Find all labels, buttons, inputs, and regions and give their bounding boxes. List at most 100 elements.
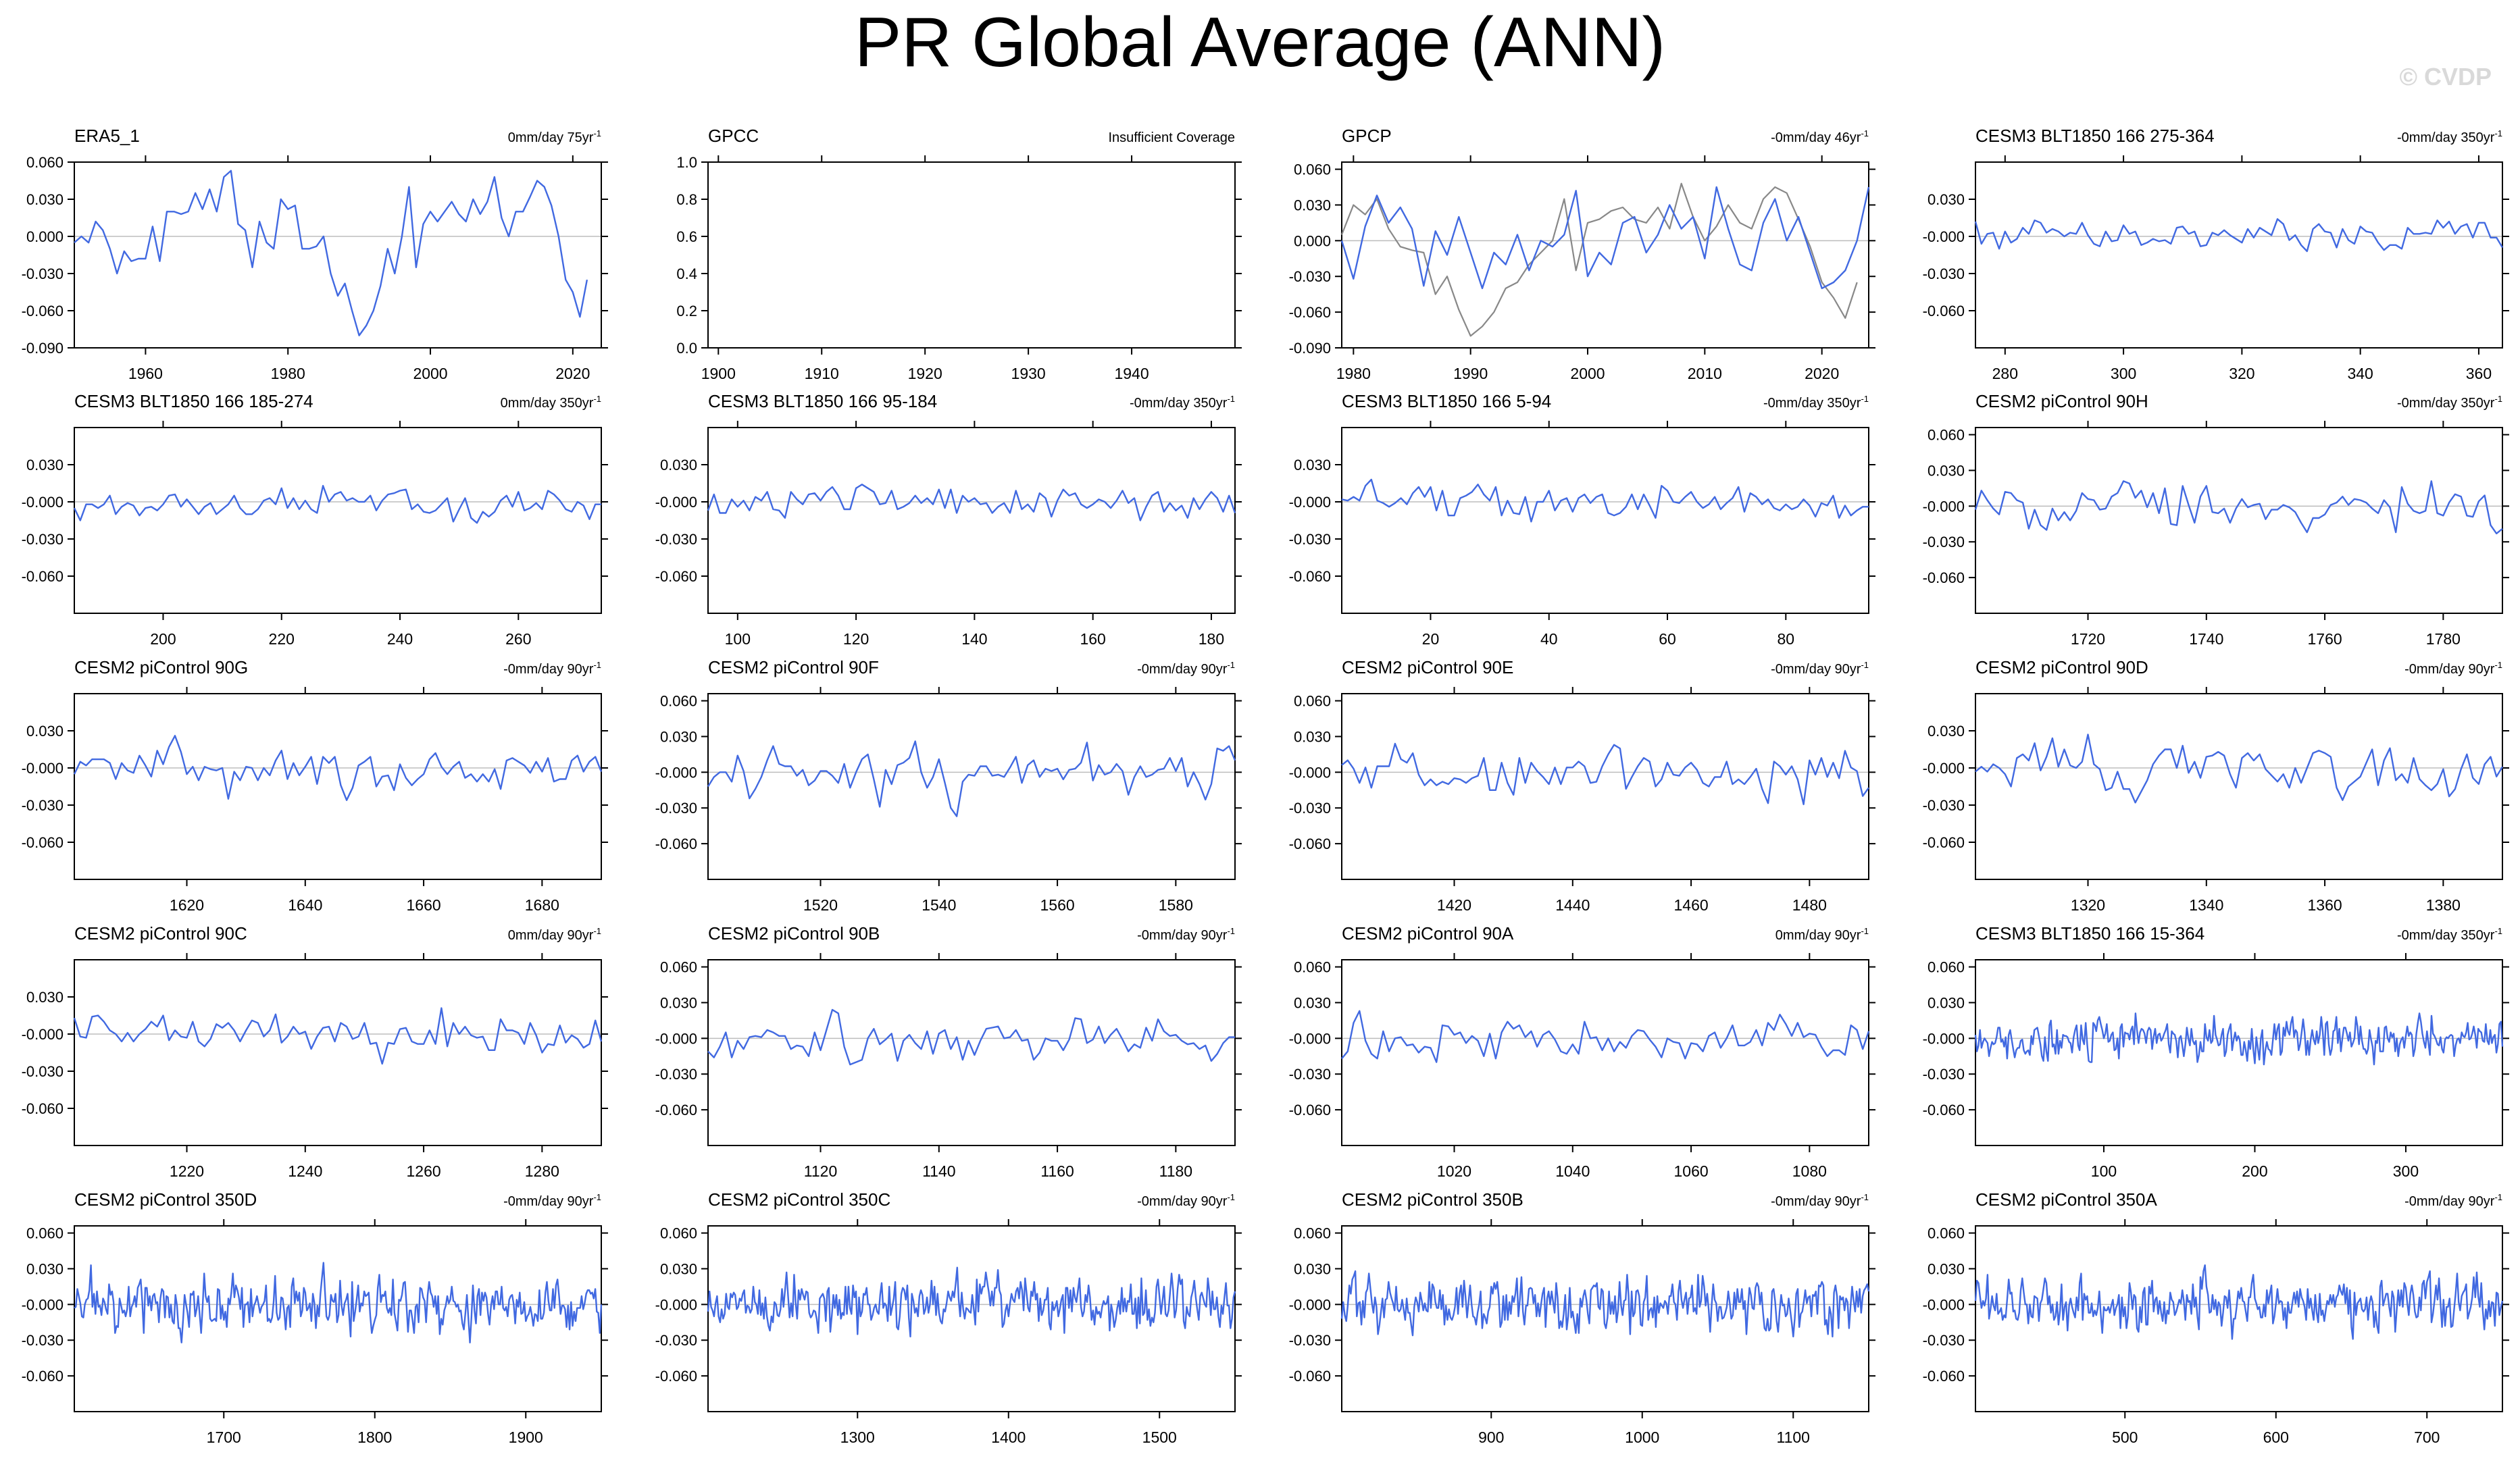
y-tick-label: 0.6 — [676, 228, 697, 245]
trend-label-exponent: -1 — [1861, 926, 1869, 936]
x-tick-label: 1990 — [1453, 365, 1488, 382]
x-tick-label: 1940 — [1114, 365, 1149, 382]
y-tick-label: -0.030 — [655, 800, 697, 817]
trend-label: -0mm/day 350yr-1 — [1763, 394, 1869, 411]
panel-title: CESM3 BLT1850 166 185-274 — [74, 391, 313, 411]
trend-label-exponent: -1 — [1861, 394, 1869, 404]
x-tick-label: 1680 — [525, 896, 559, 914]
trend-label: 0mm/day 90yr-1 — [508, 926, 601, 943]
y-tick-label: -0.060 — [22, 834, 64, 851]
trend-label-exponent: -1 — [2494, 128, 2502, 138]
data-series-line — [74, 1262, 603, 1344]
trend-label: -0mm/day 350yr-1 — [1130, 394, 1235, 411]
y-tick-label: 0.8 — [676, 191, 697, 208]
y-tick-label: 0.030 — [26, 723, 64, 740]
x-tick-label: 160 — [1080, 630, 1105, 648]
trend-label-exponent: -1 — [593, 660, 601, 670]
y-tick-label: 0.030 — [1294, 457, 1331, 473]
chart-panel: CESM2 piControl 90C 0mm/day 90yr-1 0.030 -0… — [22, 923, 608, 1180]
plot-frame — [1975, 427, 2503, 614]
trend-label-text: -0mm/day 90yr — [1137, 928, 1228, 943]
trend-label: -0mm/day 90yr-1 — [1137, 926, 1235, 943]
y-tick-label: 0.030 — [26, 989, 64, 1006]
x-tick-label: 1360 — [2307, 896, 2342, 914]
data-series-line — [73, 485, 601, 524]
y-tick-label: 0.030 — [1927, 1260, 1965, 1277]
panel-title: CESM2 piControl 90C — [74, 923, 247, 944]
chart-panel: CESM2 piControl 90G -0mm/day 90yr-1 0.030 -… — [22, 657, 608, 914]
trend-label: -0mm/day 350yr-1 — [2397, 926, 2502, 943]
x-tick-label: 100 — [725, 630, 751, 648]
data-series-line — [73, 735, 603, 801]
x-tick-label: 200 — [150, 630, 176, 648]
data-series-line — [707, 740, 1236, 817]
x-tick-label: 1020 — [1437, 1162, 1471, 1180]
panel-title: GPCC — [708, 126, 759, 146]
x-tick-label: 2000 — [1570, 365, 1605, 382]
y-tick-label: -0.060 — [1923, 569, 1965, 586]
y-tick-label: 0.030 — [1927, 994, 1965, 1011]
plot-frame — [707, 427, 1236, 614]
chart-panel: CESM2 piControl 90D -0mm/day 90yr-1 0.030 -… — [1923, 657, 2509, 914]
chart-panel: ERA5_1 0mm/day 75yr-1 0.060 0.030 0.000 -0.03… — [22, 126, 608, 382]
x-tick-label: 140 — [961, 630, 987, 648]
trend-label-text: -0mm/day 90yr — [1137, 1194, 1228, 1209]
y-tick-label: -0.030 — [1923, 797, 1965, 814]
plot-frame — [74, 693, 602, 880]
x-tick-label: 1740 — [2189, 630, 2223, 648]
panel-title: CESM2 piControl 90H — [1975, 391, 2148, 411]
x-tick-label: 1320 — [2071, 896, 2105, 914]
y-tick-label: -0.000 — [1289, 1296, 1331, 1313]
y-tick-label: -0.060 — [1289, 835, 1331, 852]
trend-label: -0mm/day 90yr-1 — [503, 660, 601, 677]
trend-label: 0mm/day 90yr-1 — [1775, 926, 1869, 943]
trend-label-exponent: -1 — [593, 394, 601, 404]
trend-label: Insufficient Coverage — [1108, 130, 1235, 145]
plot-frame — [1975, 959, 2503, 1146]
trend-label-text: -0mm/day 350yr — [2397, 130, 2495, 145]
trend-label-text: -0mm/day 350yr — [1130, 396, 1228, 411]
x-tick-label: 1980 — [271, 365, 305, 382]
data-series-line — [1341, 478, 1869, 523]
y-tick-label: -0.060 — [1923, 303, 1965, 319]
y-tick-label: 0.060 — [1927, 1225, 1965, 1242]
plot-frame — [1341, 161, 1869, 349]
y-tick-label: -0.000 — [655, 1296, 697, 1313]
x-tick-label: 1180 — [1159, 1162, 1192, 1180]
y-tick-label: -0.060 — [655, 568, 697, 585]
y-tick-label: -0.000 — [655, 1030, 697, 1047]
y-tick-label: -0.030 — [655, 531, 697, 548]
x-tick-label: 500 — [2112, 1429, 2138, 1446]
trend-label-text: -0mm/day 90yr — [2404, 662, 2495, 677]
x-tick-label: 2010 — [1688, 365, 1722, 382]
x-tick-label: 1240 — [288, 1162, 322, 1180]
panel-title: ERA5_1 — [74, 126, 140, 146]
y-tick-label: -0.000 — [1289, 764, 1331, 781]
trend-label-exponent: -1 — [593, 926, 601, 936]
trend-label: -0mm/day 350yr-1 — [2397, 128, 2502, 145]
y-tick-label: -0.030 — [1923, 265, 1965, 282]
x-tick-label: 1380 — [2426, 896, 2461, 914]
plot-frame — [1975, 693, 2503, 880]
x-tick-label: 280 — [1992, 365, 2018, 382]
chart-panel: CESM2 piControl 350B -0mm/day 90yr-1 0.060… — [1289, 1189, 1875, 1446]
trend-label-text: -0mm/day 350yr — [1763, 396, 1861, 411]
plot-frame — [74, 161, 602, 349]
y-tick-label: -0.030 — [22, 265, 64, 282]
y-tick-label: 0.030 — [1294, 1260, 1331, 1277]
x-tick-label: 20 — [1422, 630, 1440, 648]
x-tick-label: 1700 — [207, 1429, 241, 1446]
y-tick-label: -0.060 — [22, 303, 64, 319]
chart-panel: GPCP -0mm/day 46yr-1 0.060 0.030 0.000 -0.030… — [1289, 126, 1875, 382]
chart-panel: CESM3 BLT1850 166 15-364 -0mm/day 350yr-1… — [1923, 923, 2509, 1180]
chart-panel: CESM2 piControl 350A -0mm/day 90yr-1 0.060… — [1923, 1189, 2509, 1446]
y-tick-label: -0.030 — [655, 1332, 697, 1349]
y-tick-label: 0.4 — [676, 265, 697, 282]
trend-label-text: 0mm/day 90yr — [1775, 928, 1861, 943]
chart-panel: CESM2 piControl 350D -0mm/day 90yr-1 0.060… — [22, 1189, 608, 1446]
panel-title: CESM2 piControl 350C — [708, 1189, 890, 1210]
data-series-line — [1340, 186, 1870, 290]
x-tick-label: 1560 — [1040, 896, 1074, 914]
x-tick-label: 900 — [1478, 1429, 1504, 1446]
